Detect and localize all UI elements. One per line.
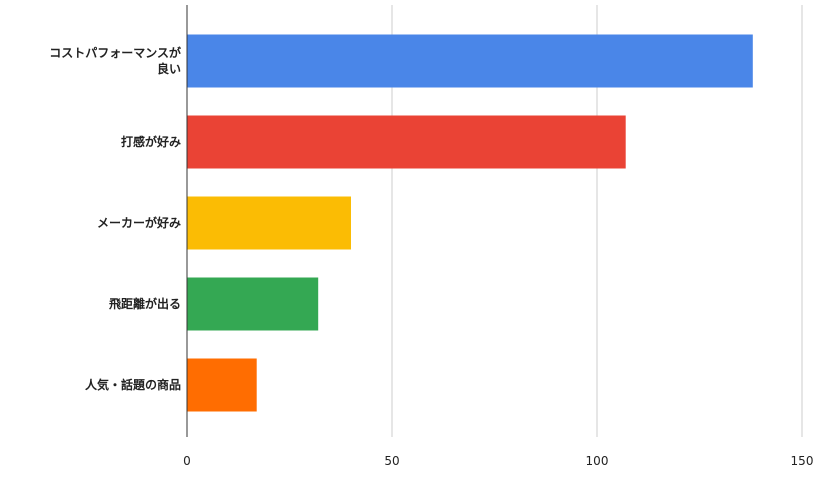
category-label-5: 人気・話題の商品	[85, 377, 181, 392]
x-tick-label-50: 50	[384, 454, 399, 468]
category-label-1-line1: コストパフォーマンスが	[49, 45, 181, 60]
category-label-2: 打感が好み	[121, 134, 181, 149]
category-label-4: 飛距離が出る	[108, 296, 181, 311]
bar-3	[187, 196, 351, 250]
bar-4	[187, 277, 319, 331]
category-label-3: メーカーが好み	[97, 215, 181, 230]
x-tick-label-100: 100	[586, 454, 609, 468]
x-tick-label-0: 0	[183, 454, 191, 468]
x-tick-label-150: 150	[791, 454, 814, 468]
bar-2	[187, 115, 626, 169]
bar-1	[187, 34, 753, 88]
bar-5	[187, 358, 257, 412]
category-label-1-line2: 良い	[157, 61, 181, 76]
